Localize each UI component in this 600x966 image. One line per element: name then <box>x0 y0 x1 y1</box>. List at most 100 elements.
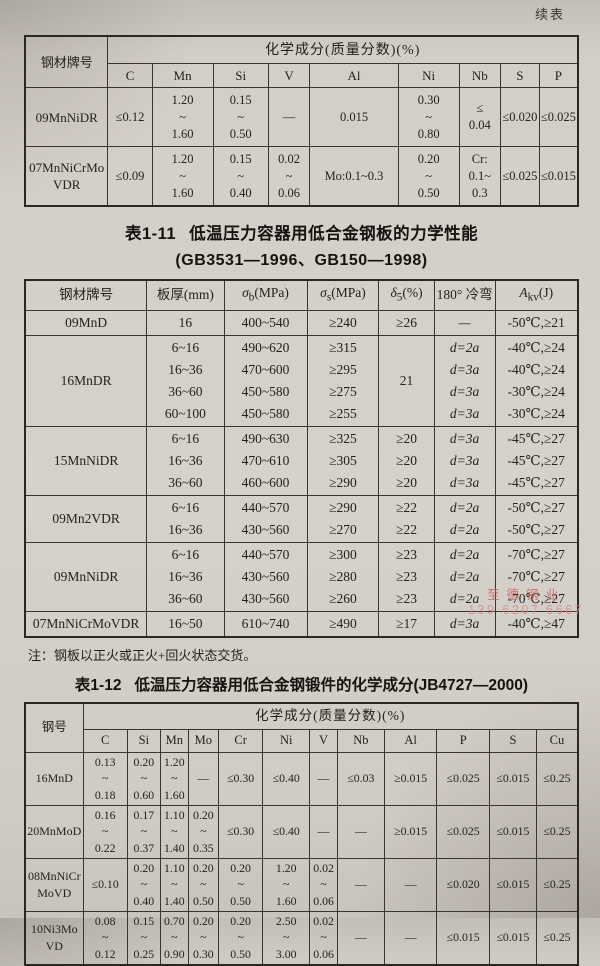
column-header-c: C <box>82 728 128 753</box>
mechanical-properties-table: 钢材牌号 板厚(mm) σb(MPa) σs(MPa) δ5(%) 180° 冷… <box>24 279 579 638</box>
value-cell: ≤0.25 <box>535 857 579 912</box>
value-cell: — <box>433 309 496 336</box>
value-cell: ≤0.025 <box>500 146 540 207</box>
value-cell: 0.02 ~ 0.06 <box>309 857 338 912</box>
value-cell: d=2a d=2a <box>433 494 496 543</box>
table-row: 10Ni3Mo VD 0.08 ~ 0.12 0.15 ~ 0.25 0.70 ~ 0… <box>24 910 579 966</box>
table-1-12-title: 表1-12 低温压力容器用低合金钢锻件的化学成分(JB4727—2000) <box>24 673 579 695</box>
value-cell: 0.15 ~ 0.40 <box>212 146 269 207</box>
value-cell: ≤0.25 <box>535 910 579 966</box>
value-cell: ≤0.40 <box>262 751 311 806</box>
value-cell: 440~570 430~560 <box>223 494 308 543</box>
elongation-column-header: δ5(%) <box>378 279 435 311</box>
value-cell: ≥26 <box>378 309 435 336</box>
value-cell: — <box>336 910 385 966</box>
value-cell: ≥315 ≥295 ≥275 ≥255 <box>306 334 380 427</box>
value-cell: 0.70 ~ 0.90 <box>159 910 189 966</box>
value-cell: 0.20 ~ 0.50 <box>218 910 264 966</box>
thickness-column-header: 板厚(mm) <box>146 279 225 311</box>
value-cell: -40℃,≥47 <box>494 610 579 638</box>
column-header-nb: Nb <box>336 728 385 753</box>
column-header-mo: Mo <box>187 728 220 753</box>
value-cell: ≤0.09 <box>107 146 153 207</box>
value-cell: 400~540 <box>223 309 308 336</box>
table-1-11-standards: (GB3531—1996、GB150—1998) <box>175 252 428 269</box>
steel-grade-cell: 09MnNiDR <box>24 87 109 147</box>
table-body: 16MnD 0.13 ~ 0.18 0.20 ~ 0.60 1.20 ~ 1.60— ≤… <box>24 751 579 966</box>
column-header-ni: Ni <box>397 63 460 88</box>
value-cell: ≤0.020 <box>500 87 540 147</box>
value-cell: — <box>336 804 385 859</box>
tensile-strength-column-header: σb(MPa) <box>223 279 308 311</box>
column-header-al: Al <box>309 63 399 88</box>
value-cell: — <box>383 857 438 912</box>
column-header-si: Si <box>126 728 161 753</box>
table-number-label: 表1-12 <box>74 676 122 694</box>
steel-grade-cell: 09MnD <box>24 309 148 336</box>
table-row: 15MnNiDR 6~16 16~36 36~60 490~630 470~610 … <box>24 425 579 496</box>
value-cell: 1.20 ~ 1.60 <box>159 751 189 806</box>
column-header-si: Si <box>212 63 269 88</box>
value-cell: ≥23 ≥23 ≥23 <box>378 541 435 612</box>
value-cell: Cr: 0.1~ 0.3 <box>458 146 502 207</box>
table-row: 16MnD 0.13 ~ 0.18 0.20 ~ 0.60 1.20 ~ 1.60— ≤… <box>24 751 579 806</box>
column-header-s: S <box>500 63 540 88</box>
impact-energy-column-header: Akv(J) <box>494 279 579 311</box>
value-cell: 0.20 ~ 0.60 <box>126 751 161 806</box>
value-cell: ≤0.015 <box>488 910 537 966</box>
value-cell: 6~16 16~36 36~60 <box>146 541 225 612</box>
value-cell: 1.10 ~ 1.40 <box>159 804 189 859</box>
table-title-text: 低温压力容器用低合金钢板的力学性能 <box>189 225 479 243</box>
value-cell: 490~620 470~600 450~580 450~580 <box>223 334 308 427</box>
value-cell: ≤0.015 <box>488 751 537 806</box>
value-cell: — <box>309 751 338 806</box>
value-cell: 0.16 ~ 0.22 <box>82 804 128 859</box>
value-cell: 0.20 ~ 0.50 <box>397 146 460 207</box>
value-cell: Mo:0.1~0.3 <box>309 146 399 207</box>
steel-grade-cell: 08MnNiCr MoVD <box>24 857 84 912</box>
column-header-cr: Cr <box>218 728 264 753</box>
steel-grade-cell: 16MnD <box>24 751 84 806</box>
column-header-ni: Ni <box>262 728 311 753</box>
table-1-11-title: 表1-11 低温压力容器用低合金钢板的力学性能 <box>24 220 579 244</box>
value-cell: 2.50 ~ 3.00 <box>262 910 311 966</box>
column-header-cu: Cu <box>535 728 579 753</box>
value-cell: 0.02 ~ 0.06 <box>309 910 338 966</box>
column-header-c: C <box>107 63 153 88</box>
value-cell: 1.20 ~ 1.60 <box>262 857 311 912</box>
value-cell: — <box>267 87 311 147</box>
value-cell: d=2a d=3a d=3a d=3a <box>433 334 496 427</box>
table-row: 09MnNiDR ≤0.12 1.20 ~ 1.60 0.15 ~ 0.50—0.01… <box>24 87 579 147</box>
value-cell: 0.02 ~ 0.06 <box>267 146 311 207</box>
table-row: 09MnNiDR 6~16 16~36 36~60 440~570 430~560 … <box>24 541 579 612</box>
value-cell: ≤0.015 <box>436 910 490 966</box>
value-cell: — <box>336 857 385 912</box>
value-cell: — <box>187 751 220 806</box>
table-row: 07MnNiCrMo VDR ≤0.09 1.20 ~ 1.60 0.15 ~ 0.4… <box>24 146 579 207</box>
value-cell: 0.15 ~ 0.50 <box>212 87 269 147</box>
value-cell: 610~740 <box>223 610 308 638</box>
steel-grade-cell: 16MnDR <box>24 334 148 427</box>
value-cell: 6~16 16~36 <box>146 494 225 543</box>
value-cell: ≥240 <box>306 309 380 336</box>
table-row: 20MnMoD 0.16 ~ 0.22 0.17 ~ 0.37 1.10 ~ 1.40… <box>24 804 579 859</box>
delivery-condition-note: 注：钢板以正火或正火+回火状态交货。 <box>28 647 257 663</box>
value-cell: ≥17 <box>378 610 435 638</box>
composition-group-header: 化学成分(质量分数)(%) <box>107 35 579 64</box>
value-cell: ≤0.25 <box>535 804 579 859</box>
grade-column-header: 钢材牌号 <box>24 279 148 311</box>
value-cell: ≤0.40 <box>262 804 311 859</box>
forging-chemical-composition-table: 钢号 化学成分(质量分数)(%) C Si Mn Mo Cr Ni V Nb A… <box>24 701 579 966</box>
value-cell: ≤0.025 <box>538 87 579 147</box>
value-cell: -70℃,≥27 -70℃,≥27 -70℃,≥27 <box>494 541 579 612</box>
composition-group-header: 化学成分(质量分数)(%) <box>82 702 579 730</box>
value-cell: d=3a <box>433 610 496 638</box>
value-cell: d=2a d=2a d=2a <box>433 541 496 612</box>
table-body: 09MnD 16 400~540 ≥240 ≥26— -50℃,≥21 16MnDR 6~16… <box>24 309 579 638</box>
table-number-label: 表1-11 <box>124 225 177 243</box>
value-cell: 6~16 16~36 36~60 60~100 <box>146 334 225 427</box>
column-header-p: P <box>436 728 490 753</box>
value-cell: ≥0.015 <box>383 804 438 859</box>
column-header-p: P <box>538 63 579 88</box>
table-row: 09Mn2VDR 6~16 16~36 440~570 430~560 ≥290 ≥2… <box>24 494 579 543</box>
